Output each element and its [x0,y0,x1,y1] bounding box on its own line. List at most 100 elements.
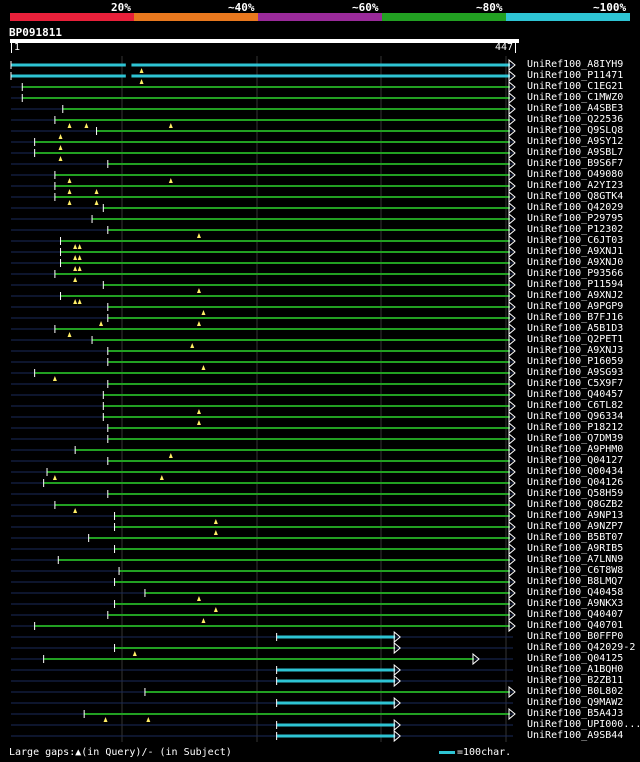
hit-label[interactable]: UniRef100_A2YI23 [527,180,624,191]
hit-label[interactable]: UniRef100_A9SB44 [527,730,624,741]
hit-label[interactable]: UniRef100_C6T8W8 [527,565,624,576]
hit-arrow [508,377,516,391]
query-gap-marker [139,79,144,84]
hit-arrow [508,234,516,248]
hit-label[interactable]: UniRef100_P12302 [527,224,624,235]
hit-arrow [508,454,516,468]
hit-label[interactable]: UniRef100_B2ZB11 [527,675,624,686]
hit-arrow [508,355,516,369]
hit-label[interactable]: UniRef100_C6TL82 [527,400,624,411]
hit-label[interactable]: UniRef100_Q96334 [527,411,624,422]
hit-label[interactable]: UniRef100_A8IYH9 [527,59,624,70]
query-end-tick: 447 [495,42,517,53]
legend-label-5: ~100% [593,1,627,14]
hit-label[interactable]: UniRef100_Q58H59 [527,488,624,499]
hit-label[interactable]: UniRef100_C6JT03 [527,235,624,246]
query-gap-marker [67,200,72,205]
hit-label[interactable]: UniRef100_Q8GTK4 [527,191,624,202]
hit-label[interactable]: UniRef100_A5B1D3 [527,323,624,334]
query-gap-marker [58,134,63,139]
hit-label[interactable]: UniRef100_Q40458 [527,587,624,598]
hit-label[interactable]: UniRef100_A9XNJ0 [527,257,624,268]
hit-label[interactable]: UniRef100_A9PGP9 [527,301,624,312]
hit-label[interactable]: UniRef100_P11594 [527,279,624,290]
hit-label[interactable]: UniRef100_B7FJ16 [527,312,624,323]
hit-label[interactable]: UniRef100_Q40407 [527,609,624,620]
hit-label[interactable]: UniRef100_B0L802 [527,686,624,697]
query-gap-marker [168,178,173,183]
hit-label[interactable]: UniRef100_A9SG93 [527,367,624,378]
hit-arrow [393,641,401,655]
hit-label[interactable]: UniRef100_O49080 [527,169,624,180]
hit-label[interactable]: UniRef100_A9XNJ1 [527,246,624,257]
hit-label[interactable]: UniRef100_A7LNN9 [527,554,624,565]
query-gap-marker [73,299,78,304]
query-gap-marker [139,68,144,73]
hit-label[interactable]: UniRef100_A1BQH0 [527,664,624,675]
hit-label[interactable]: UniRef100_Q9MAW2 [527,697,624,708]
hit-label[interactable]: UniRef100_B5A4J3 [527,708,624,719]
hit-label[interactable]: UniRef100_Q04126 [527,477,624,488]
query-gap-marker [67,123,72,128]
query-gap-marker [196,288,201,293]
hit-arrow [508,135,516,149]
hit-label[interactable]: UniRef100_P29795 [527,213,624,224]
hit-label[interactable]: UniRef100_A9XNJ3 [527,345,624,356]
hit-arrow [508,190,516,204]
hit-label[interactable]: UniRef100_B8LMQ7 [527,576,624,587]
hit-label[interactable]: UniRef100_C1MWZ0 [527,92,624,103]
hit-label[interactable]: UniRef100_Q04125 [527,653,624,664]
query-gap-marker [73,266,78,271]
hit-label[interactable]: UniRef100_Q40457 [527,389,624,400]
hit-label[interactable]: UniRef100_Q04127 [527,455,624,466]
hit-label[interactable]: UniRef100_Q42029 [527,202,624,213]
hit-label[interactable]: UniRef100_A9XNJ2 [527,290,624,301]
hit-arrow [508,608,516,622]
hit-label[interactable]: UniRef100_B5BT07 [527,532,624,543]
hit-label[interactable]: UniRef100_P93566 [527,268,624,279]
hit-label[interactable]: UniRef100_B9S6F7 [527,158,624,169]
hit-label[interactable]: UniRef100_B0FFP0 [527,631,624,642]
hit-label[interactable]: UniRef100_A9NP13 [527,510,624,521]
query-gap-marker [201,310,206,315]
hit-arrow [508,179,516,193]
hit-label[interactable]: UniRef100_Q2PET1 [527,334,624,345]
query-gap-marker [73,244,78,249]
hit-label[interactable]: UniRef100_Q42029-2 [527,642,636,653]
query-gap-marker [196,420,201,425]
query-gap-marker [196,409,201,414]
hit-label[interactable]: UniRef100_A4SBE3 [527,103,624,114]
hit-label[interactable]: UniRef100_A9PHM0 [527,444,624,455]
hit-label[interactable]: UniRef100_Q00434 [527,466,624,477]
hit-label[interactable]: UniRef100_A9NZP7 [527,521,624,532]
hit-label[interactable]: UniRef100_Q40701 [527,620,624,631]
query-gap-marker [132,651,137,656]
query-id: BP091811 [9,26,62,39]
hit-arrow [508,553,516,567]
query-gap-marker [73,277,78,282]
hit-label[interactable]: UniRef100_P18212 [527,422,624,433]
subject-gap [125,63,132,67]
hit-arrow [508,410,516,424]
hit-label[interactable]: UniRef100_Q8GZB2 [527,499,624,510]
hit-label[interactable]: UniRef100_C1EG21 [527,81,624,92]
hit-arrow [508,542,516,556]
hit-label[interactable]: UniRef100_A9NKX3 [527,598,624,609]
hit-label[interactable]: UniRef100_A9RIB5 [527,543,624,554]
hit-label[interactable]: UniRef100_A9SBL7 [527,147,624,158]
query-gap-marker [213,519,218,524]
hit-label[interactable]: UniRef100_Q7DM39 [527,433,624,444]
hit-label[interactable]: UniRef100_Q22536 [527,114,624,125]
hit-label[interactable]: UniRef100_UPI000... [527,719,640,730]
hit-label[interactable]: UniRef100_P16059 [527,356,624,367]
query-bar [10,39,519,43]
hit-arrow [508,564,516,578]
hit-arrow [508,322,516,336]
hit-label[interactable]: UniRef100_P11471 [527,70,624,81]
hit-arrow [508,586,516,600]
query-gap-marker [67,178,72,183]
hit-arrow [508,619,516,633]
hit-label[interactable]: UniRef100_Q9SLQ8 [527,125,624,136]
hit-label[interactable]: UniRef100_C5X9F7 [527,378,624,389]
hit-label[interactable]: UniRef100_A9SY12 [527,136,624,147]
